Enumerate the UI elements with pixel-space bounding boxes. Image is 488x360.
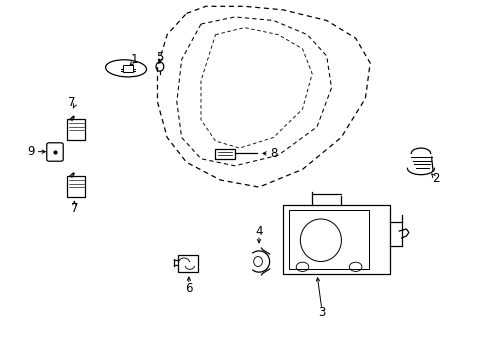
Text: 7: 7 bbox=[70, 202, 78, 215]
Bar bbox=[215, 149, 234, 159]
Text: 4: 4 bbox=[255, 225, 262, 238]
Text: 2: 2 bbox=[431, 172, 439, 185]
Bar bbox=[67, 176, 85, 197]
Text: 5: 5 bbox=[156, 51, 163, 64]
Text: 8: 8 bbox=[269, 147, 277, 160]
Text: 3: 3 bbox=[318, 306, 325, 319]
Bar bbox=[122, 65, 133, 72]
Bar bbox=[67, 119, 85, 140]
Bar bbox=[283, 205, 389, 274]
Text: 7: 7 bbox=[68, 95, 76, 108]
Bar bbox=[288, 210, 368, 269]
Bar bbox=[178, 255, 197, 272]
Text: 9: 9 bbox=[27, 145, 35, 158]
Text: 6: 6 bbox=[185, 282, 192, 294]
Text: 1: 1 bbox=[130, 53, 138, 66]
